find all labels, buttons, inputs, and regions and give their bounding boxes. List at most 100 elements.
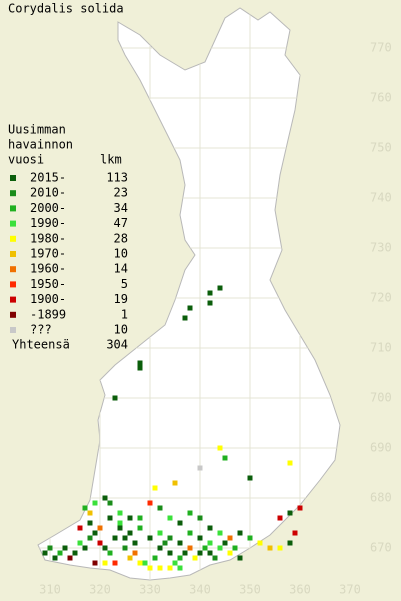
observation-square (217, 445, 223, 451)
observation-square (107, 550, 113, 556)
observation-square (207, 550, 213, 556)
total-label: Yhteensä (12, 338, 70, 352)
observation-square (57, 550, 63, 556)
observation-square (157, 545, 163, 551)
legend-label: 1900- (30, 292, 66, 306)
y-tick-label: 770 (370, 41, 392, 55)
observation-square (197, 515, 203, 521)
observation-square (177, 555, 183, 561)
observation-square (217, 545, 223, 551)
legend-count: 34 (114, 201, 128, 215)
observation-square (147, 500, 153, 506)
y-tick-label: 700 (370, 391, 392, 405)
observation-square (147, 565, 153, 571)
legend-label: 1990- (30, 216, 66, 230)
observation-square (132, 550, 138, 556)
observation-square (77, 525, 83, 531)
observation-square (177, 520, 183, 526)
observation-square (227, 535, 233, 541)
observation-square (292, 530, 298, 536)
legend-swatch (10, 235, 16, 242)
observation-square (212, 555, 218, 561)
observation-square (162, 540, 168, 546)
observation-square (197, 465, 203, 471)
observation-square (177, 540, 183, 546)
legend-heading: vuosi (8, 153, 44, 167)
legend-heading: Uusimman (8, 123, 66, 137)
legend-label: 1980- (30, 231, 66, 245)
legend-swatch (10, 205, 16, 212)
legend-label: 2015- (30, 171, 66, 185)
observation-square (207, 525, 213, 531)
observation-square (92, 530, 98, 536)
observation-square (117, 525, 123, 531)
observations (42, 285, 303, 571)
x-tick-label: 330 (139, 583, 161, 597)
observation-square (237, 530, 243, 536)
observation-square (227, 550, 233, 556)
y-tick-label: 730 (370, 241, 392, 255)
legend-label: 1960- (30, 262, 66, 276)
observation-square (127, 515, 133, 521)
observation-square (287, 460, 293, 466)
observation-square (187, 510, 193, 516)
legend-swatch (10, 175, 16, 181)
legend-count: 1 (121, 307, 128, 321)
legend-count: 19 (114, 292, 128, 306)
observation-square (172, 480, 178, 486)
observation-square (107, 500, 113, 506)
observation-square (147, 535, 153, 541)
observation-square (182, 550, 188, 556)
legend: 2015- 113 2010- 23 2000- 34 1990- 47 1980- 28 1970… (10, 171, 128, 352)
legend-label: 2000- (30, 201, 66, 215)
finland-outline (37, 7, 341, 581)
observation-square (247, 535, 253, 541)
observation-square (112, 395, 118, 401)
observation-square (222, 540, 228, 546)
legend-label: ??? (30, 323, 52, 337)
legend-count: 28 (114, 231, 128, 245)
observation-square (87, 510, 93, 516)
y-tick-label: 680 (370, 491, 392, 505)
legend-swatch (10, 327, 16, 333)
y-tick-label: 690 (370, 441, 392, 455)
observation-square (167, 515, 173, 521)
observation-square (87, 520, 93, 526)
x-tick-label: 310 (39, 583, 61, 597)
observation-square (42, 550, 48, 556)
observation-square (232, 545, 238, 551)
observation-square (107, 515, 113, 521)
observation-square (137, 560, 143, 566)
y-tick-label: 760 (370, 91, 392, 105)
observation-square (277, 515, 283, 521)
legend-label: 1950- (30, 277, 66, 291)
observation-square (222, 455, 228, 461)
legend-swatch (10, 311, 16, 318)
y-tick-label: 750 (370, 141, 392, 155)
observation-square (187, 545, 193, 551)
observation-square (67, 555, 73, 561)
legend-swatch (10, 281, 16, 288)
x-tick-label: 320 (89, 583, 111, 597)
legend-count: 14 (114, 262, 128, 276)
total-count: 304 (106, 338, 128, 352)
legend-swatch (10, 220, 16, 227)
observation-square (87, 535, 93, 541)
observation-square (172, 560, 178, 566)
legend-swatch (10, 296, 16, 303)
observation-square (92, 560, 98, 566)
legend-count: 10 (114, 247, 128, 261)
observation-square (122, 545, 128, 551)
y-tick-label: 740 (370, 191, 392, 205)
observation-square (152, 555, 158, 561)
x-tick-label: 370 (339, 583, 361, 597)
observation-square (137, 525, 143, 531)
legend-count: 23 (114, 186, 128, 200)
observation-square (137, 515, 143, 521)
observation-square (112, 535, 118, 541)
y-tick-label: 720 (370, 291, 392, 305)
observation-square (157, 530, 163, 536)
observation-square (287, 540, 293, 546)
observation-square (127, 555, 133, 561)
